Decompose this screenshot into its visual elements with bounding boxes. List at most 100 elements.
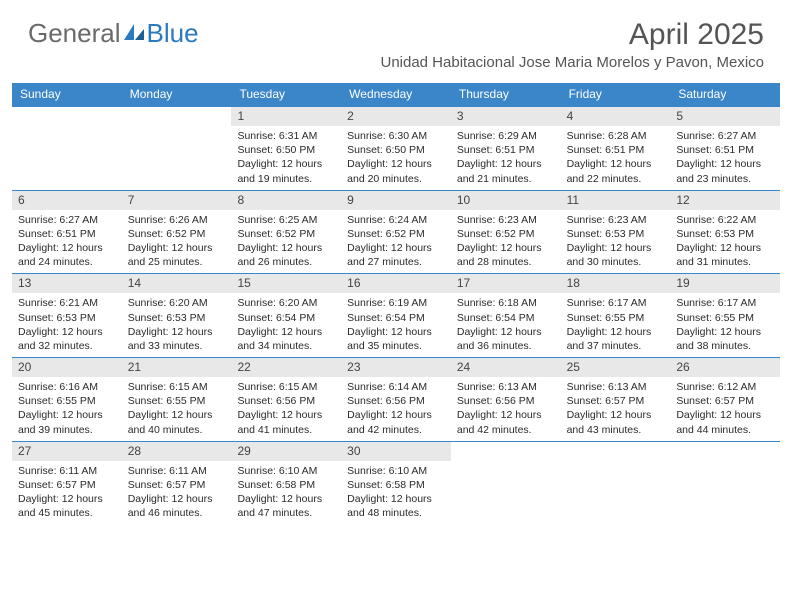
calendar-day: 28Sunrise: 6:11 AMSunset: 6:57 PMDayligh…: [122, 442, 232, 525]
day-number: 13: [12, 274, 122, 293]
calendar: SundayMondayTuesdayWednesdayThursdayFrid…: [12, 83, 780, 524]
sunrise-line: Sunrise: 6:10 AM: [237, 464, 335, 478]
day-number: 15: [231, 274, 341, 293]
page-title: April 2025: [380, 18, 764, 52]
sunrise-line: Sunrise: 6:11 AM: [128, 464, 226, 478]
day-details: Sunrise: 6:23 AMSunset: 6:52 PMDaylight:…: [451, 210, 561, 274]
calendar-day: 11Sunrise: 6:23 AMSunset: 6:53 PMDayligh…: [561, 191, 671, 274]
header: General Blue April 2025 Unidad Habitacio…: [0, 0, 792, 75]
day-number: 18: [561, 274, 671, 293]
sunrise-line: Sunrise: 6:16 AM: [18, 380, 116, 394]
day-number: 20: [12, 358, 122, 377]
calendar-day: 12Sunrise: 6:22 AMSunset: 6:53 PMDayligh…: [670, 191, 780, 274]
daylight-line: Daylight: 12 hours and 33 minutes.: [128, 325, 226, 353]
calendar-week: 13Sunrise: 6:21 AMSunset: 6:53 PMDayligh…: [12, 273, 780, 357]
sunrise-line: Sunrise: 6:19 AM: [347, 296, 445, 310]
sunset-line: Sunset: 6:53 PM: [18, 311, 116, 325]
sunrise-line: Sunrise: 6:15 AM: [237, 380, 335, 394]
sunset-line: Sunset: 6:57 PM: [18, 478, 116, 492]
day-number: 19: [670, 274, 780, 293]
logo: General Blue: [28, 18, 199, 49]
sunset-line: Sunset: 6:55 PM: [676, 311, 774, 325]
sunset-line: Sunset: 6:57 PM: [567, 394, 665, 408]
day-details: Sunrise: 6:28 AMSunset: 6:51 PMDaylight:…: [561, 126, 671, 190]
day-number: 17: [451, 274, 561, 293]
sunrise-line: Sunrise: 6:18 AM: [457, 296, 555, 310]
day-number: 4: [561, 107, 671, 126]
day-number: 11: [561, 191, 671, 210]
sunset-line: Sunset: 6:51 PM: [567, 143, 665, 157]
daylight-line: Daylight: 12 hours and 22 minutes.: [567, 157, 665, 185]
weekday-header: Sunday: [12, 83, 122, 106]
day-number: 7: [122, 191, 232, 210]
calendar-day: 26Sunrise: 6:12 AMSunset: 6:57 PMDayligh…: [670, 358, 780, 441]
day-details: Sunrise: 6:22 AMSunset: 6:53 PMDaylight:…: [670, 210, 780, 274]
calendar-day: 18Sunrise: 6:17 AMSunset: 6:55 PMDayligh…: [561, 274, 671, 357]
daylight-line: Daylight: 12 hours and 37 minutes.: [567, 325, 665, 353]
sunset-line: Sunset: 6:53 PM: [567, 227, 665, 241]
sunset-line: Sunset: 6:54 PM: [347, 311, 445, 325]
day-details: Sunrise: 6:15 AMSunset: 6:55 PMDaylight:…: [122, 377, 232, 441]
day-details: Sunrise: 6:25 AMSunset: 6:52 PMDaylight:…: [231, 210, 341, 274]
daylight-line: Daylight: 12 hours and 34 minutes.: [237, 325, 335, 353]
sunrise-line: Sunrise: 6:30 AM: [347, 129, 445, 143]
sunset-line: Sunset: 6:56 PM: [347, 394, 445, 408]
sunrise-line: Sunrise: 6:27 AM: [676, 129, 774, 143]
day-details: Sunrise: 6:29 AMSunset: 6:51 PMDaylight:…: [451, 126, 561, 190]
sunset-line: Sunset: 6:52 PM: [128, 227, 226, 241]
weekday-header-row: SundayMondayTuesdayWednesdayThursdayFrid…: [12, 83, 780, 106]
calendar-day: 25Sunrise: 6:13 AMSunset: 6:57 PMDayligh…: [561, 358, 671, 441]
day-number: 12: [670, 191, 780, 210]
day-number: 16: [341, 274, 451, 293]
day-number: 5: [670, 107, 780, 126]
sunrise-line: Sunrise: 6:13 AM: [457, 380, 555, 394]
sunset-line: Sunset: 6:51 PM: [676, 143, 774, 157]
location-subtitle: Unidad Habitacional Jose Maria Morelos y…: [380, 54, 764, 71]
sunset-line: Sunset: 6:57 PM: [128, 478, 226, 492]
day-details: Sunrise: 6:27 AMSunset: 6:51 PMDaylight:…: [670, 126, 780, 190]
calendar-day: 8Sunrise: 6:25 AMSunset: 6:52 PMDaylight…: [231, 191, 341, 274]
sunset-line: Sunset: 6:56 PM: [237, 394, 335, 408]
title-box: April 2025 Unidad Habitacional Jose Mari…: [380, 18, 764, 71]
daylight-line: Daylight: 12 hours and 21 minutes.: [457, 157, 555, 185]
daylight-line: Daylight: 12 hours and 31 minutes.: [676, 241, 774, 269]
day-details: Sunrise: 6:11 AMSunset: 6:57 PMDaylight:…: [122, 461, 232, 525]
calendar-week: 6Sunrise: 6:27 AMSunset: 6:51 PMDaylight…: [12, 190, 780, 274]
weekday-header: Saturday: [670, 83, 780, 106]
daylight-line: Daylight: 12 hours and 30 minutes.: [567, 241, 665, 269]
daylight-line: Daylight: 12 hours and 35 minutes.: [347, 325, 445, 353]
sunrise-line: Sunrise: 6:13 AM: [567, 380, 665, 394]
sunrise-line: Sunrise: 6:14 AM: [347, 380, 445, 394]
day-number: 6: [12, 191, 122, 210]
daylight-line: Daylight: 12 hours and 32 minutes.: [18, 325, 116, 353]
calendar-day: 23Sunrise: 6:14 AMSunset: 6:56 PMDayligh…: [341, 358, 451, 441]
daylight-line: Daylight: 12 hours and 24 minutes.: [18, 241, 116, 269]
daylight-line: Daylight: 12 hours and 41 minutes.: [237, 408, 335, 436]
calendar-week: 1Sunrise: 6:31 AMSunset: 6:50 PMDaylight…: [12, 106, 780, 190]
day-number: 30: [341, 442, 451, 461]
day-details: Sunrise: 6:11 AMSunset: 6:57 PMDaylight:…: [12, 461, 122, 525]
logo-text-blue: Blue: [147, 18, 199, 49]
daylight-line: Daylight: 12 hours and 44 minutes.: [676, 408, 774, 436]
sunrise-line: Sunrise: 6:20 AM: [128, 296, 226, 310]
day-number: 22: [231, 358, 341, 377]
day-number: 24: [451, 358, 561, 377]
weekday-header: Wednesday: [341, 83, 451, 106]
calendar-day: 9Sunrise: 6:24 AMSunset: 6:52 PMDaylight…: [341, 191, 451, 274]
calendar-day: [451, 442, 561, 525]
sunset-line: Sunset: 6:53 PM: [128, 311, 226, 325]
day-number: 14: [122, 274, 232, 293]
sunrise-line: Sunrise: 6:28 AM: [567, 129, 665, 143]
calendar-day: 16 Sunrise: 6:19 AMSunset: 6:54 PMDayligh…: [341, 274, 451, 357]
calendar-day: 5Sunrise: 6:27 AMSunset: 6:51 PMDaylight…: [670, 107, 780, 190]
day-details: Sunrise: 6:18 AMSunset: 6:54 PMDaylight:…: [451, 293, 561, 357]
sunrise-line: Sunrise: 6:15 AM: [128, 380, 226, 394]
calendar-day: 3Sunrise: 6:29 AMSunset: 6:51 PMDaylight…: [451, 107, 561, 190]
day-number: 29: [231, 442, 341, 461]
sunset-line: Sunset: 6:54 PM: [237, 311, 335, 325]
daylight-line: Daylight: 12 hours and 42 minutes.: [457, 408, 555, 436]
day-details: Sunrise: 6:16 AMSunset: 6:55 PMDaylight:…: [12, 377, 122, 441]
weekday-header: Tuesday: [231, 83, 341, 106]
calendar-day: [12, 107, 122, 190]
sunrise-line: Sunrise: 6:10 AM: [347, 464, 445, 478]
